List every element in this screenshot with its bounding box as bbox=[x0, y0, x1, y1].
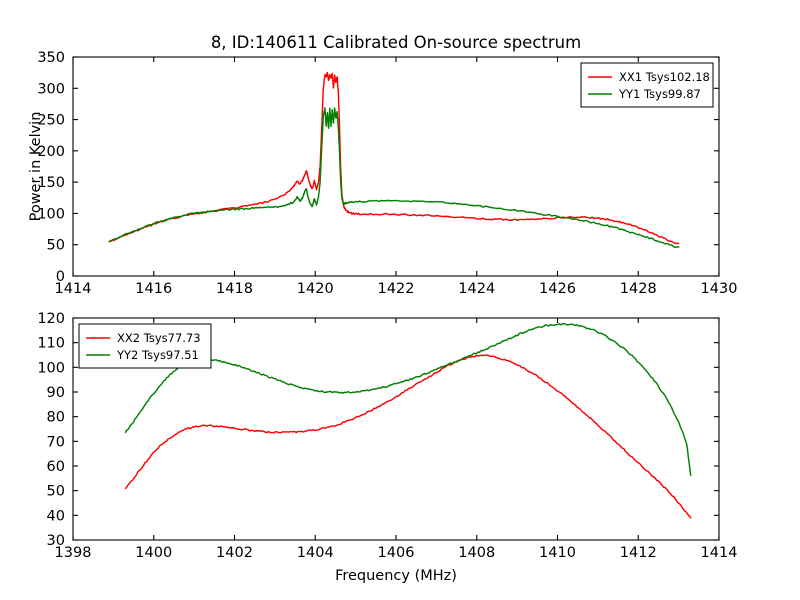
xticklabel-top-8: 1430 bbox=[701, 281, 738, 297]
xticklabel-top-1: 1416 bbox=[135, 281, 172, 297]
yticklabel-top-4: 200 bbox=[37, 144, 65, 160]
yticklabel-bottom-0: 30 bbox=[47, 533, 65, 549]
yticklabel-bottom-5: 80 bbox=[47, 410, 65, 426]
yticklabel-bottom-1: 40 bbox=[47, 508, 65, 524]
xticklabel-bottom-5: 1408 bbox=[458, 545, 495, 561]
yticklabel-bottom-9: 120 bbox=[37, 311, 65, 327]
legend-label-bottom-1: YY2 Tsys97.51 bbox=[116, 348, 199, 362]
legend-top: XX1 Tsys102.18 YY1 Tsys99.87 bbox=[580, 62, 714, 108]
yticklabel-top-5: 250 bbox=[37, 113, 65, 129]
yticklabel-bottom-3: 60 bbox=[47, 459, 65, 475]
xticklabel-top-6: 1426 bbox=[539, 281, 576, 297]
xticklabel-top-3: 1420 bbox=[297, 281, 334, 297]
xticklabel-bottom-6: 1410 bbox=[539, 545, 576, 561]
trace-bottom-0 bbox=[124, 354, 692, 519]
legend-bottom: XX2 Tsys77.73 YY2 Tsys97.51 bbox=[78, 323, 212, 369]
xticklabel-top-4: 1422 bbox=[378, 281, 415, 297]
figure-title: 8, ID:140611 Calibrated On-source spectr… bbox=[211, 33, 581, 52]
xticklabel-bottom-2: 1402 bbox=[216, 545, 253, 561]
yticklabel-top-6: 300 bbox=[37, 81, 65, 97]
xticklabel-bottom-7: 1412 bbox=[620, 545, 657, 561]
yticklabel-top-7: 350 bbox=[37, 50, 65, 66]
yticklabel-top-2: 100 bbox=[37, 206, 65, 222]
legend-label-top-0: XX1 Tsys102.18 bbox=[619, 70, 710, 84]
axes-top: 1414 1416 1418 1420 1422 1424 1426 1428 1430 0 50 1… bbox=[28, 50, 737, 297]
xticklabel-bottom-0: 1398 bbox=[55, 545, 92, 561]
yticklabel-bottom-8: 110 bbox=[37, 336, 65, 352]
xticklabel-bottom-1: 1400 bbox=[135, 545, 172, 561]
legend-label-top-1: YY1 Tsys99.87 bbox=[618, 87, 701, 101]
xticklabel-bottom-3: 1404 bbox=[297, 545, 334, 561]
xlabel-bottom: Frequency (MHz) bbox=[335, 568, 457, 584]
legend-box-top bbox=[580, 62, 714, 108]
yticklabel-top-0: 0 bbox=[56, 269, 65, 285]
xticklabel-top-5: 1424 bbox=[458, 281, 495, 297]
yticklabel-bottom-6: 90 bbox=[47, 385, 65, 401]
ylabel-top: Power in Kelvin bbox=[28, 112, 44, 222]
xticklabel-top-7: 1428 bbox=[620, 281, 657, 297]
legend-box-bottom bbox=[78, 323, 212, 369]
yticklabel-bottom-4: 70 bbox=[47, 434, 65, 450]
trace-top-1 bbox=[108, 107, 680, 249]
yticklabel-top-3: 150 bbox=[37, 175, 65, 191]
xticklabel-bottom-4: 1406 bbox=[378, 545, 415, 561]
axes-bottom: 1398 1400 1402 1404 1406 1408 1410 1412 1414 30 40… bbox=[37, 311, 737, 584]
xticklabel-top-2: 1418 bbox=[216, 281, 253, 297]
yticklabel-bottom-7: 100 bbox=[37, 360, 65, 376]
yticklabel-top-1: 50 bbox=[47, 238, 65, 254]
yticklabel-bottom-2: 50 bbox=[47, 484, 65, 500]
xticklabel-top-0: 1414 bbox=[55, 281, 92, 297]
legend-label-bottom-0: XX2 Tsys77.73 bbox=[117, 331, 201, 345]
xticklabel-bottom-8: 1414 bbox=[701, 545, 738, 561]
